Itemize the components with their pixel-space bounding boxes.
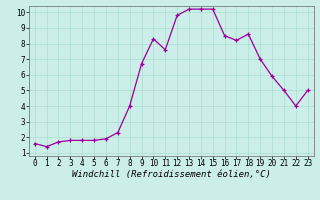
X-axis label: Windchill (Refroidissement éolien,°C): Windchill (Refroidissement éolien,°C) bbox=[72, 170, 271, 179]
